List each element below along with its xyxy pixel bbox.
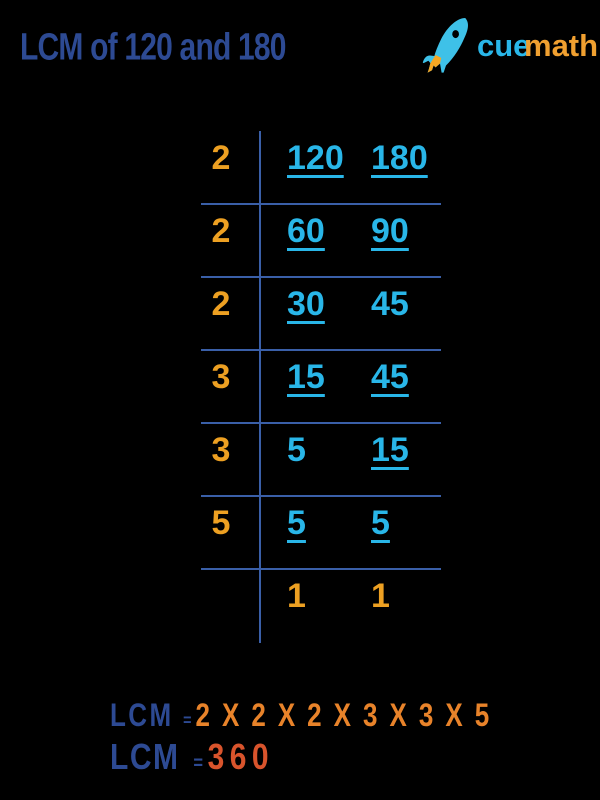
svg-text:math: math [524,28,598,63]
svg-text:cue: cue [477,28,530,63]
